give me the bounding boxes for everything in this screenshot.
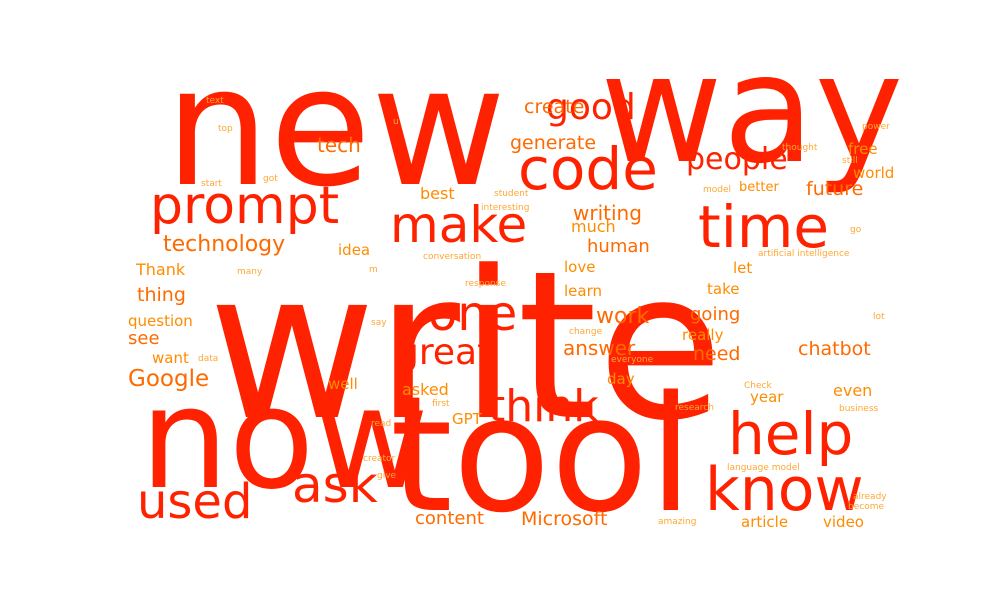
cloud-word: world (853, 164, 895, 182)
cloud-word: interesting (481, 203, 530, 213)
cloud-word: already (853, 492, 887, 502)
cloud-word: give (377, 471, 397, 481)
cloud-word: time (698, 193, 830, 261)
cloud-word: idea (338, 241, 371, 259)
cloud-word: want (152, 349, 189, 367)
cloud-word: business (839, 404, 879, 414)
cloud-word: everyone (611, 355, 654, 365)
cloud-word: much (571, 217, 616, 236)
cloud-word: know (705, 455, 864, 525)
cloud-word: got (263, 174, 278, 184)
cloud-word: thing (137, 284, 186, 306)
cloud-word: change (569, 327, 603, 337)
cloud-word: great (396, 332, 492, 373)
cloud-word: text (206, 96, 224, 106)
cloud-word: well (328, 375, 358, 393)
cloud-word: help (728, 400, 854, 468)
cloud-word: Google (128, 366, 210, 392)
cloud-word: tech (317, 133, 361, 157)
cloud-word: way (600, 23, 904, 197)
cloud-word: technology (163, 232, 286, 257)
cloud-word: artificial intelligence (758, 249, 850, 259)
cloud-word: question (128, 312, 193, 330)
cloud-word: content (415, 508, 484, 529)
cloud-word: let (733, 259, 753, 277)
cloud-word: m (369, 265, 378, 275)
cloud-word: thought (782, 143, 818, 153)
cloud-word: read (371, 419, 392, 429)
cloud-word: learn (564, 282, 602, 300)
cloud-word: chatbot (798, 338, 871, 360)
cloud-word: student (494, 189, 529, 199)
cloud-word: make (390, 196, 528, 254)
cloud-word: conversation (423, 252, 482, 262)
cloud-word: tool (390, 361, 693, 548)
cloud-word: top (218, 124, 233, 134)
cloud-word: say (371, 318, 387, 328)
cloud-word: still (842, 156, 858, 166)
cloud-word: response (465, 279, 506, 289)
cloud-word: see (128, 328, 160, 349)
cloud-word: power (862, 122, 890, 132)
cloud-word: one (428, 286, 518, 342)
cloud-word: really (682, 326, 724, 344)
cloud-word: Thank (136, 260, 186, 279)
cloud-word: first (432, 399, 450, 409)
cloud-word: code (518, 135, 658, 203)
cloud-word: people (686, 142, 788, 177)
cloud-word: GPT (452, 410, 482, 428)
cloud-word: better (739, 180, 779, 195)
cloud-word: write (208, 228, 724, 466)
cloud-word: good (546, 87, 636, 128)
cloud-word: need (693, 343, 741, 365)
cloud-word: prompt (150, 176, 340, 236)
cloud-word: many (237, 267, 263, 277)
cloud-word: research (675, 403, 714, 413)
cloud-word: create (524, 96, 585, 118)
cloud-word: work (596, 304, 650, 329)
cloud-word: u (393, 117, 399, 127)
cloud-word: Check (744, 381, 772, 391)
cloud-word: writing (573, 201, 642, 225)
cloud-word: ask (292, 456, 378, 514)
cloud-word: go (850, 225, 862, 235)
cloud-word: become (848, 502, 885, 512)
cloud-word: take (707, 280, 740, 298)
cloud-word: human (587, 236, 650, 257)
cloud-word: day (607, 370, 635, 388)
cloud-word: lot (873, 312, 885, 322)
cloud-word: going (690, 304, 741, 325)
cloud-word: future (806, 178, 864, 200)
cloud-word: think (488, 381, 599, 432)
cloud-word: amazing (658, 517, 697, 527)
cloud-word: used (137, 474, 253, 530)
cloud-word: language model (727, 463, 800, 473)
cloud-word: start (201, 179, 222, 189)
cloud-word: asked (402, 380, 449, 399)
cloud-word: Microsoft (521, 508, 608, 530)
cloud-word: year (750, 388, 784, 406)
cloud-word: even (833, 381, 873, 400)
cloud-word: now (140, 358, 429, 521)
cloud-word: video (823, 513, 864, 531)
cloud-word: article (741, 513, 789, 531)
cloud-word: free (848, 140, 878, 158)
cloud-word: generate (510, 132, 597, 154)
cloud-word: model (703, 185, 732, 195)
cloud-word: answer (563, 336, 636, 360)
cloud-word: new (165, 31, 507, 223)
cloud-word: data (198, 354, 219, 364)
cloud-word: love (564, 258, 596, 276)
cloud-word: creator (363, 454, 396, 464)
cloud-word: best (420, 184, 455, 203)
